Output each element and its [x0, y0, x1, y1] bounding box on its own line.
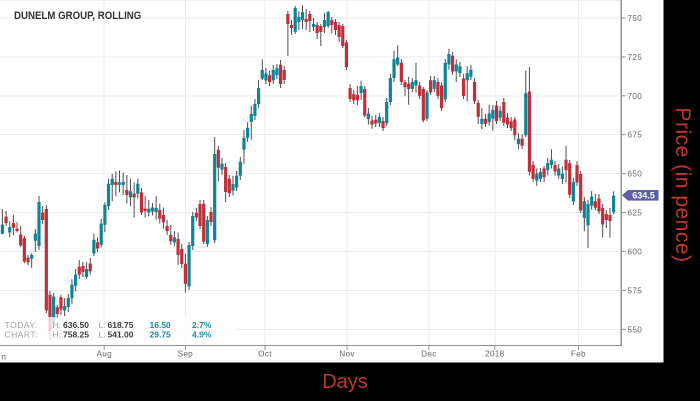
svg-text:675: 675	[628, 131, 643, 140]
svg-text:Dec: Dec	[421, 350, 436, 359]
svg-text:L:: L:	[99, 320, 106, 330]
svg-text:575: 575	[628, 286, 643, 295]
svg-text:Feb: Feb	[571, 350, 586, 359]
svg-text:625: 625	[628, 209, 643, 218]
svg-text:H:: H:	[53, 330, 62, 340]
svg-text:Sep: Sep	[178, 350, 194, 359]
svg-text:16.50: 16.50	[150, 320, 172, 330]
svg-text:600: 600	[628, 248, 643, 257]
svg-text:TODAY:: TODAY:	[5, 320, 38, 330]
svg-text:636.50: 636.50	[63, 320, 89, 330]
svg-text:29.75: 29.75	[150, 330, 172, 340]
svg-text:541.00: 541.00	[108, 330, 134, 340]
svg-text:2.7%: 2.7%	[192, 320, 212, 330]
svg-text:H:: H:	[53, 320, 62, 330]
svg-text:n: n	[1, 352, 6, 362]
svg-text:Nov: Nov	[339, 350, 355, 359]
svg-text:750: 750	[628, 14, 643, 23]
svg-text:4.9%: 4.9%	[192, 330, 212, 340]
svg-text:Price (in pence): Price (in pence)	[671, 107, 694, 262]
svg-text:CHART:: CHART:	[4, 330, 38, 340]
svg-text:Aug: Aug	[96, 350, 112, 359]
svg-text:L:: L:	[99, 330, 106, 340]
svg-text:725: 725	[628, 53, 643, 62]
svg-text:700: 700	[628, 92, 643, 101]
svg-text:2018: 2018	[485, 350, 505, 359]
svg-text:758.25: 758.25	[63, 330, 89, 340]
svg-text:550: 550	[628, 325, 643, 334]
svg-text:634.5: 634.5	[632, 191, 655, 201]
svg-text:Oct: Oct	[258, 350, 272, 359]
svg-text:650: 650	[628, 170, 643, 179]
svg-text:618.75: 618.75	[108, 320, 134, 330]
svg-text:DUNELM GROUP, ROLLING: DUNELM GROUP, ROLLING	[14, 10, 141, 22]
svg-text:Days: Days	[322, 371, 368, 393]
